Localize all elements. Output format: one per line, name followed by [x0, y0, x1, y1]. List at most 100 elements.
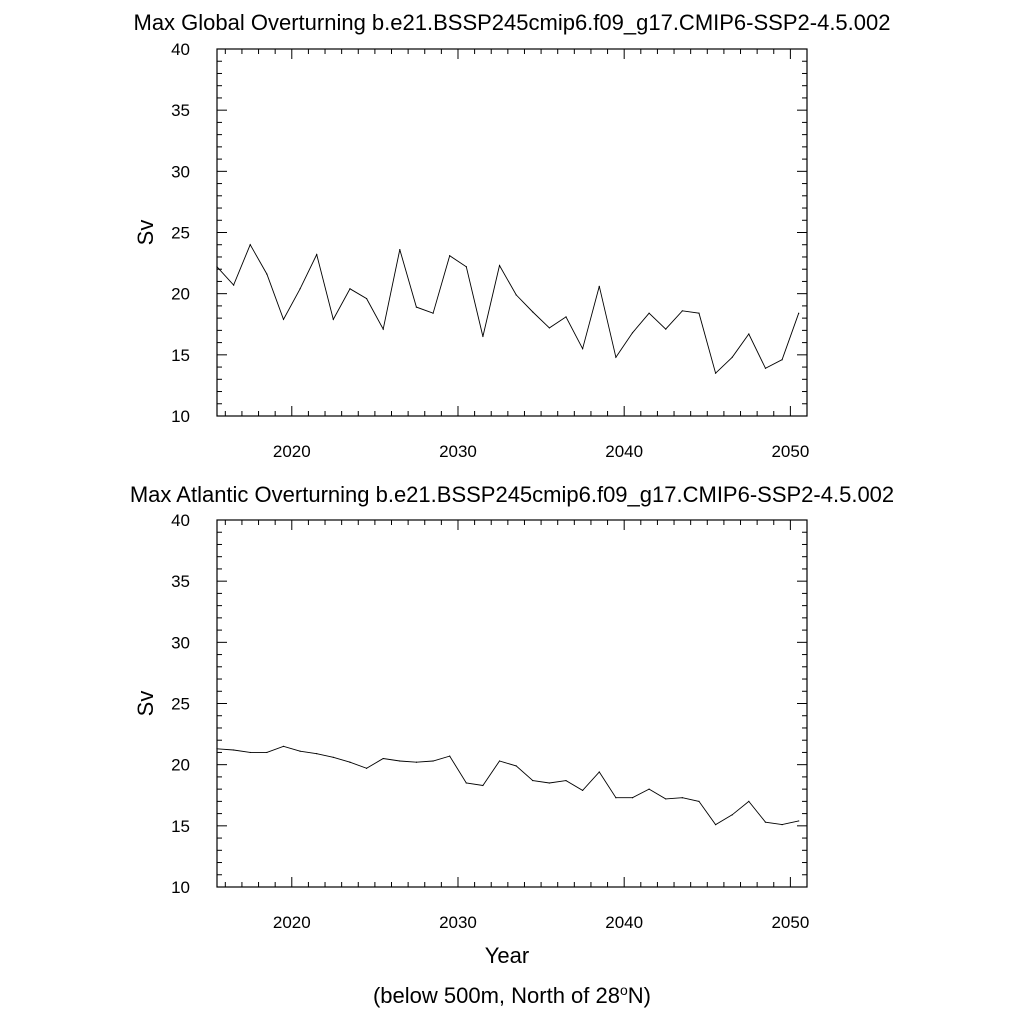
- data-point: [565, 779, 567, 782]
- data-point: [598, 771, 600, 773]
- x-tick-label: 2030: [439, 913, 477, 932]
- x-tick-label: 2050: [771, 913, 809, 932]
- data-point: [382, 328, 384, 330]
- data-point: [415, 761, 418, 763]
- data-point: [764, 367, 767, 369]
- x-tick-label: 2020: [273, 913, 311, 932]
- data-point: [465, 266, 467, 268]
- footnote-prefix: (below 500m, North of 28: [373, 983, 620, 1008]
- y-tick-label: 35: [171, 101, 190, 120]
- y-tick-label: 35: [171, 572, 190, 591]
- global-overturning-chart: Max Global Overturning b.e21.BSSP245cmip…: [133, 10, 890, 461]
- data-point: [764, 821, 767, 823]
- data-point: [582, 348, 584, 350]
- y-tick-label: 30: [171, 633, 190, 652]
- y-tick-label: 40: [171, 511, 190, 530]
- data-point: [698, 312, 700, 314]
- x-tick-label: 2040: [605, 913, 643, 932]
- data-point: [548, 327, 550, 329]
- data-point: [681, 797, 683, 799]
- data-point: [432, 760, 434, 762]
- y-tick-label: 15: [171, 817, 190, 836]
- data-point: [748, 800, 750, 802]
- data-point: [731, 814, 733, 816]
- x-axis-label: Year: [485, 943, 529, 968]
- chart-title: Max Atlantic Overturning b.e21.BSSP245cm…: [130, 482, 894, 507]
- data-point: [798, 312, 800, 314]
- data-point: [299, 288, 301, 290]
- data-point: [731, 356, 733, 358]
- x-tick-label: 2020: [273, 442, 311, 461]
- y-axis-label: Sv: [133, 220, 158, 246]
- data-point: [316, 753, 318, 755]
- data-point: [748, 333, 750, 335]
- data-point: [648, 788, 650, 790]
- data-point: [349, 288, 351, 290]
- data-point: [216, 266, 218, 268]
- data-point: [482, 335, 484, 338]
- y-tick-label: 15: [171, 346, 190, 365]
- x-tick-label: 2040: [605, 442, 643, 461]
- data-point: [349, 761, 351, 763]
- data-point: [631, 332, 634, 334]
- data-point: [399, 760, 401, 762]
- data-point: [615, 797, 617, 799]
- y-tick-label: 20: [171, 756, 190, 775]
- data-point: [399, 249, 401, 251]
- x-tick-label: 2030: [439, 442, 477, 461]
- data-point: [449, 255, 451, 257]
- y-axis-label: Sv: [133, 691, 158, 717]
- y-tick-label: 20: [171, 285, 190, 304]
- data-point: [798, 820, 800, 822]
- data-point: [781, 824, 783, 826]
- footnote-degree-mark: o: [620, 982, 628, 998]
- data-point: [631, 797, 634, 799]
- data-point: [615, 356, 617, 358]
- footnote-suffix: N): [628, 983, 651, 1008]
- data-point: [432, 312, 434, 314]
- data-point: [249, 751, 251, 754]
- data-point: [332, 318, 334, 320]
- series-line: [216, 243, 800, 375]
- data-point: [681, 310, 683, 312]
- data-point: [781, 359, 783, 361]
- data-point: [665, 798, 667, 800]
- y-tick-label: 10: [171, 407, 190, 426]
- data-point: [365, 767, 368, 769]
- data-point: [498, 760, 501, 762]
- data-point: [282, 745, 285, 747]
- data-point: [565, 316, 567, 318]
- data-point: [714, 372, 717, 374]
- data-point: [548, 782, 550, 784]
- data-point: [515, 765, 517, 767]
- data-point: [233, 284, 235, 286]
- data-point: [515, 294, 517, 296]
- data-point: [233, 749, 235, 751]
- data-point: [266, 273, 268, 275]
- footnote: (below 500m, North of 28oN): [373, 982, 651, 1008]
- y-tick-label: 25: [171, 224, 190, 243]
- data-point: [266, 751, 268, 754]
- plot-frame: [216, 48, 808, 417]
- data-point: [249, 244, 251, 246]
- data-point: [365, 297, 368, 300]
- data-point: [582, 789, 584, 791]
- data-point: [415, 306, 418, 308]
- data-point: [482, 784, 484, 787]
- plot-frame: [216, 519, 808, 888]
- chart-title: Max Global Overturning b.e21.BSSP245cmip…: [134, 10, 891, 35]
- data-point: [665, 328, 667, 330]
- data-point: [216, 748, 218, 750]
- y-tick-label: 40: [171, 40, 190, 59]
- y-tick-label: 10: [171, 878, 190, 897]
- data-point: [648, 312, 650, 314]
- data-point: [299, 750, 301, 752]
- data-point: [332, 756, 334, 758]
- data-point: [698, 800, 700, 802]
- data-point: [532, 311, 534, 313]
- data-point: [382, 757, 384, 760]
- series-line: [216, 745, 799, 826]
- data-point: [498, 264, 501, 267]
- data-point: [449, 755, 451, 757]
